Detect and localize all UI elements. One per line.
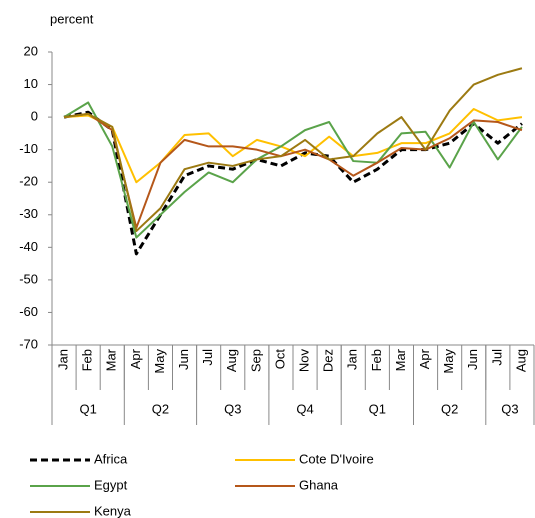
series-line (63, 107, 523, 184)
legend-label: Africa (94, 451, 128, 466)
y-tick-label: 10 (24, 76, 38, 91)
y-tick-label: -30 (19, 206, 38, 221)
x-tick-label: Feb (369, 349, 384, 371)
y-tick-label: -40 (19, 239, 38, 254)
x-tick-label: Jun (465, 349, 480, 370)
x-tick-label: Aug (513, 349, 528, 372)
y-axis-label: percent (50, 11, 94, 26)
y-tick-label: 20 (24, 43, 38, 58)
legend-label: Cote D'Ivoire (299, 451, 374, 466)
x-tick-label: Jul (489, 349, 504, 366)
x-tick-label: May (441, 349, 456, 374)
series-line (63, 112, 523, 229)
x-tick-label: Mar (104, 348, 119, 371)
group-label: Q2 (441, 401, 458, 416)
series-line (63, 101, 523, 239)
group-label: Q2 (152, 401, 169, 416)
y-tick-label: 0 (31, 109, 38, 124)
x-tick-label: Jul (200, 349, 215, 366)
x-tick-label: Apr (128, 348, 143, 369)
x-tick-label: Oct (272, 349, 287, 370)
group-label: Q1 (79, 401, 96, 416)
y-tick-label: -10 (19, 141, 38, 156)
group-label: Q1 (369, 401, 386, 416)
legend-label: Ghana (299, 477, 339, 492)
series-line (63, 110, 523, 256)
group-label: Q3 (224, 401, 241, 416)
group-label: Q3 (501, 401, 518, 416)
legend-label: Kenya (94, 503, 132, 518)
x-tick-label: Jun (176, 349, 191, 370)
series-line (63, 67, 523, 233)
x-tick-label: Feb (80, 349, 95, 371)
y-tick-label: -70 (19, 336, 38, 351)
x-tick-label: Apr (417, 348, 432, 369)
y-tick-label: -20 (19, 174, 38, 189)
y-tick-label: -60 (19, 304, 38, 319)
x-tick-label: Dez (321, 349, 336, 372)
x-tick-label: Jan (345, 349, 360, 370)
x-tick-label: Sep (248, 349, 263, 372)
x-tick-label: Aug (224, 349, 239, 372)
x-tick-label: Nov (296, 349, 311, 373)
y-tick-label: -50 (19, 271, 38, 286)
group-label: Q4 (296, 401, 313, 416)
x-tick-label: May (152, 349, 167, 374)
x-tick-label: Mar (393, 348, 408, 371)
legend-label: Egypt (94, 477, 128, 492)
x-tick-label: Jan (55, 349, 70, 370)
